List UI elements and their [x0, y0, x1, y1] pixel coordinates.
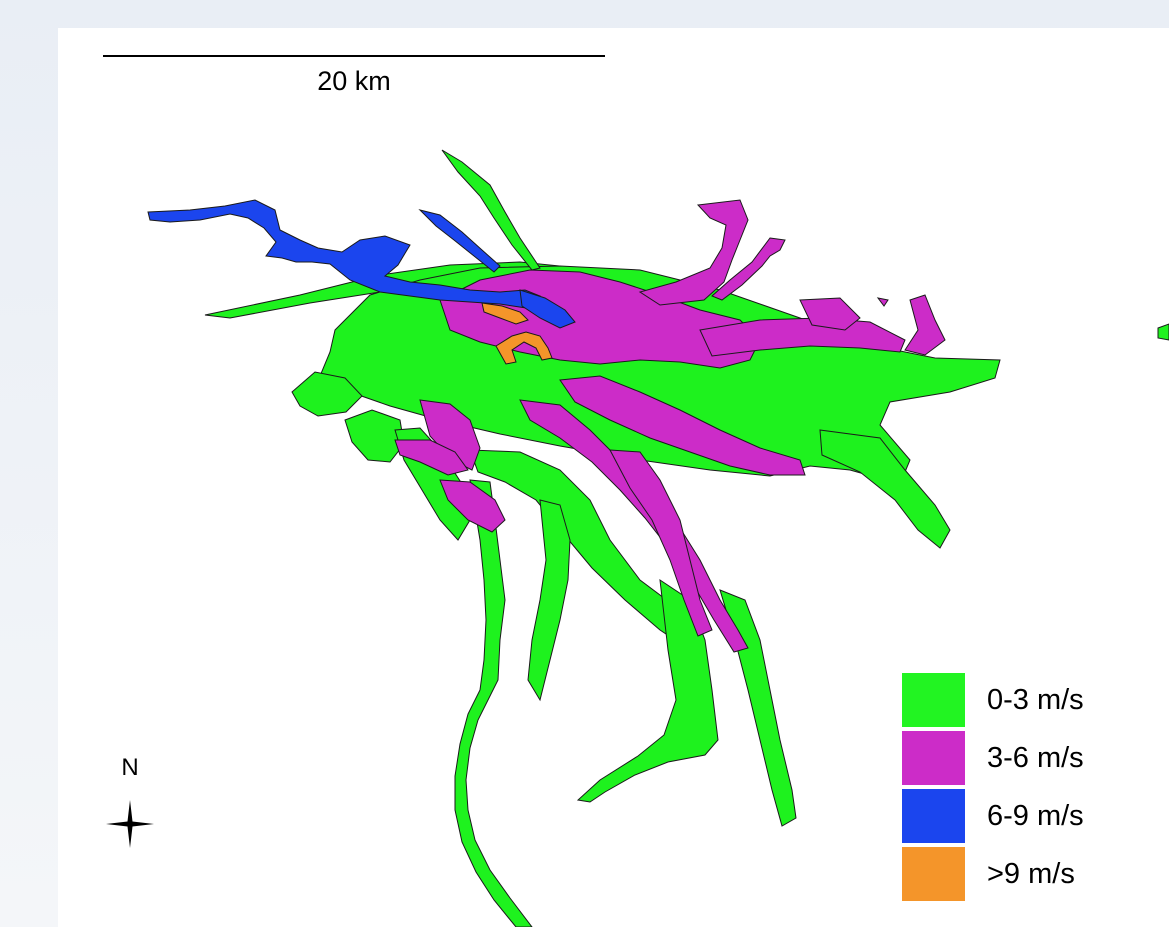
green-flow-southwest-lobe: [344, 409, 405, 463]
legend-item: 0-3 m/s: [902, 671, 1084, 729]
green-flow-southwest-branch: [527, 499, 571, 702]
legend-swatch-green: [902, 673, 965, 727]
legend-label: >9 m/s: [987, 857, 1075, 890]
green-flow-north-spur: [441, 149, 541, 271]
legend-label: 6-9 m/s: [987, 799, 1084, 832]
magenta-flow-south-fan: [609, 449, 713, 637]
green-flow-east-tongue: [819, 429, 951, 549]
orange-flow-lower: [495, 331, 553, 365]
magenta-flow-north-arm: [711, 237, 786, 301]
blue-flow-north-sliver: [418, 209, 501, 273]
blue-flow-central-arm: [519, 289, 576, 329]
green-flow-far-east-dot: [1157, 323, 1169, 341]
legend-label: 3-6 m/s: [987, 741, 1084, 774]
legend-item: 6-9 m/s: [902, 787, 1084, 845]
green-flow-south-channel: [454, 479, 533, 927]
magenta-flow-southwest-tongue: [419, 399, 481, 471]
legend-swatch-magenta: [902, 731, 965, 785]
magenta-flow-northeast-hook: [638, 199, 749, 306]
legend-label: 0-3 m/s: [987, 683, 1084, 716]
orange-flow-upper: [481, 302, 529, 325]
scale-bar-label: 20 km: [317, 66, 391, 96]
north-arrow-icon: [106, 800, 154, 848]
magenta-flow-west-branch: [394, 439, 469, 476]
magenta-flow-east-fragments: [799, 294, 946, 356]
magenta-flow-southwest-lobe: [439, 479, 506, 533]
legend: 0-3 m/s 3-6 m/s 6-9 m/s >9 m/s: [902, 671, 1084, 903]
legend-swatch-blue: [902, 789, 965, 843]
legend-item: >9 m/s: [902, 845, 1084, 903]
legend-item: 3-6 m/s: [902, 729, 1084, 787]
blue-flow-layer: [147, 199, 576, 329]
magenta-flow-southeast-tongue: [559, 375, 806, 476]
magenta-flow-small-east-patch: [876, 297, 889, 307]
orange-flow-layer: [481, 302, 553, 365]
scale-bar: [103, 55, 605, 57]
legend-swatch-orange: [902, 847, 965, 901]
north-arrow-label: N: [121, 754, 139, 781]
green-flow-southeast-channel: [576, 578, 719, 803]
magenta-flow-east-arm: [699, 317, 906, 357]
green-flow-west-lobe: [291, 371, 363, 417]
